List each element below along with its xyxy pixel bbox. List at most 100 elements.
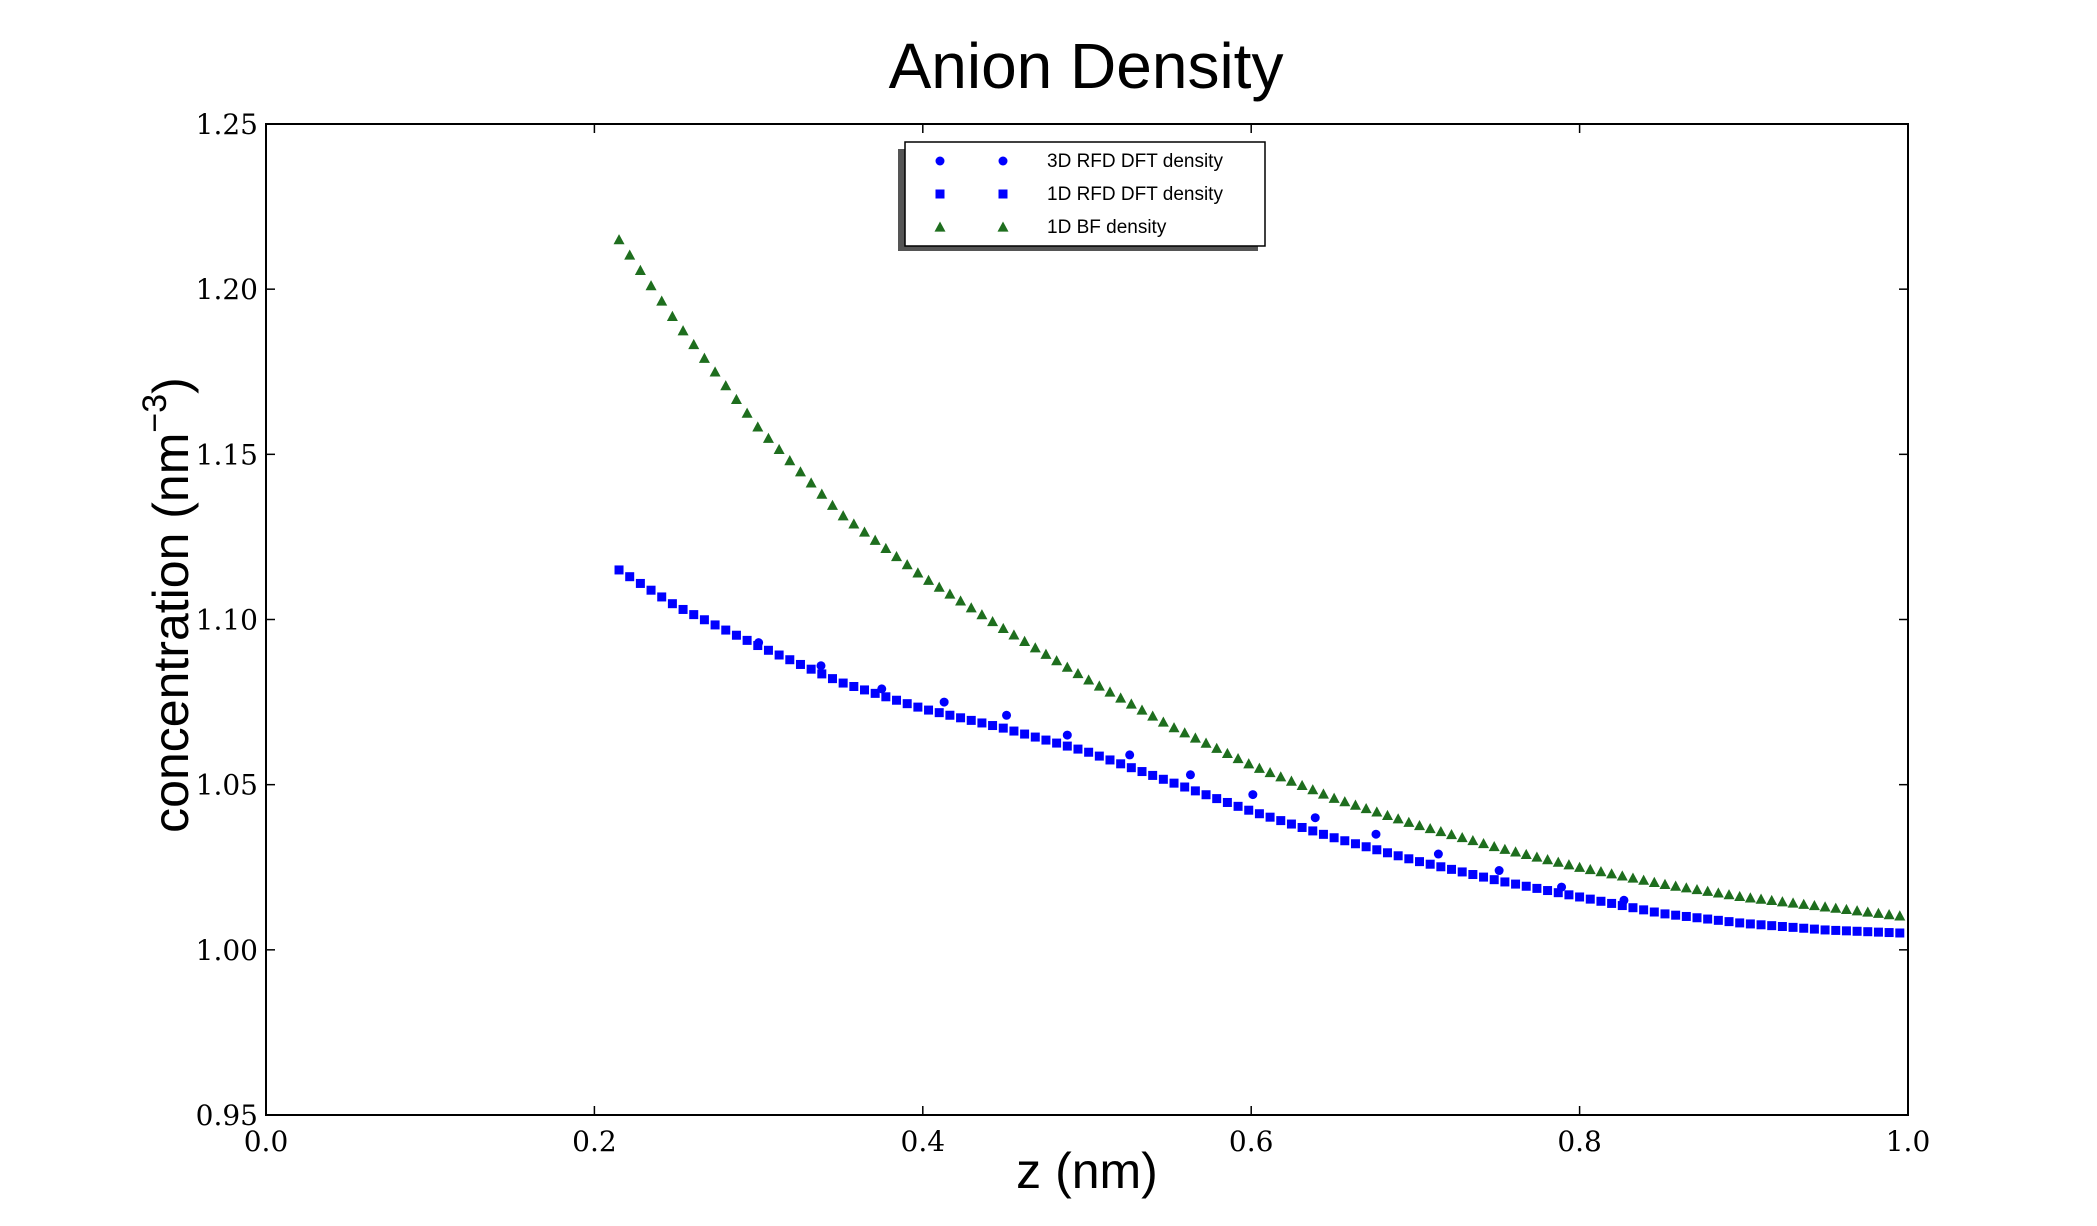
data-point [1349,799,1361,810]
data-point [1072,668,1084,679]
x-tick-label: 0.4 [901,1125,946,1158]
data-point [1244,805,1254,815]
data-point [1083,674,1095,685]
data-point [1061,661,1073,672]
data-point [901,559,913,570]
data-point [1307,784,1319,795]
data-point [1201,790,1211,800]
y-tick-label: 1.25 [196,108,258,141]
x-tick-label: 0.2 [572,1125,617,1158]
data-point [1105,755,1115,765]
data-point [1008,629,1020,640]
data-point [1670,880,1682,891]
legend-marker [934,221,946,232]
data-point [1190,786,1200,796]
data-point [1767,921,1777,931]
data-point [1468,870,1478,880]
data-point [1189,732,1201,743]
plot-area [613,234,1906,938]
data-point [1808,900,1820,911]
data-point [624,249,636,260]
data-point [1478,837,1490,849]
data-point [1617,901,1627,911]
data-point [1350,839,1360,849]
data-point [892,695,902,705]
data-point [837,510,849,521]
data-point [965,602,977,613]
data-point [1691,883,1703,895]
data-point [1265,812,1275,822]
data-point [1447,864,1457,874]
y-tick-label: 1.15 [196,438,258,471]
data-point [1296,779,1308,791]
data-point [869,534,881,545]
data-point [923,574,935,585]
data-point [1248,790,1258,800]
data-point [1253,762,1265,773]
data-point [720,380,732,391]
data-point [1692,913,1702,923]
data-point [1798,898,1810,909]
data-point [1317,788,1329,799]
data-point [1884,928,1894,938]
data-point [710,620,720,630]
data-point [721,625,731,635]
data-point [1894,910,1906,921]
data-point [891,550,903,562]
data-point [657,592,667,602]
data-point [1436,862,1446,872]
data-point [933,581,945,592]
data-point [613,234,625,245]
data-point [666,310,678,321]
data-point [1607,898,1617,908]
data-point [816,488,828,499]
data-point [763,645,773,655]
data-point [1809,924,1819,934]
data-point [1649,907,1659,917]
data-point [1232,753,1244,764]
legend-box [904,141,1266,247]
data-point [1713,915,1723,925]
y-tick-label: 0.95 [196,1099,258,1132]
data-point [1062,741,1072,751]
data-point [913,702,923,712]
data-point [1415,857,1425,867]
y-tick-label: 1.20 [196,273,258,306]
data-point [1179,727,1191,738]
data-point [987,615,999,627]
data-point [1125,750,1135,760]
data-point [614,565,624,575]
data-point [1873,927,1883,937]
legend-label: 1D BF density [1047,217,1167,238]
data-point [956,713,966,723]
data-point [817,669,827,679]
data-point [1820,925,1830,935]
data-point [1735,918,1745,928]
data-point [1254,809,1264,819]
data-point [784,455,796,466]
y-tick-label: 1.10 [196,604,258,637]
data-point [1276,816,1286,826]
data-point [1233,801,1243,811]
data-point [1479,872,1489,882]
data-point [1073,744,1083,754]
data-point [1285,775,1297,786]
data-point [1531,851,1543,862]
data-point [1115,692,1127,703]
data-point [1019,635,1031,646]
data-point [1148,770,1158,780]
data-point [1628,903,1638,913]
data-point [1286,819,1296,829]
data-point [1084,747,1094,757]
data-point [742,635,752,645]
data-point [1616,870,1628,881]
data-point [1062,730,1072,740]
chart-title: Anion Density [889,30,1284,102]
data-point [1520,848,1532,860]
data-point [731,630,741,640]
data-point [1041,735,1051,745]
data-point [773,443,785,455]
data-point [1883,909,1895,920]
data-point [1456,831,1468,843]
data-point [698,352,710,363]
